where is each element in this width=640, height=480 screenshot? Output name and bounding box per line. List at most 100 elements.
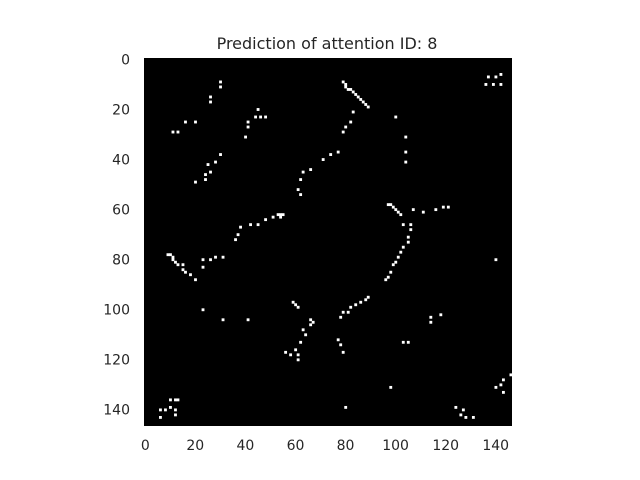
heatmap-cell xyxy=(209,258,212,262)
heatmap-cell xyxy=(201,265,205,269)
heatmap-cell xyxy=(169,405,172,409)
heatmap-cell xyxy=(174,398,177,402)
heatmap-cell xyxy=(166,253,170,257)
heatmap-cell xyxy=(214,160,217,164)
heatmap-cell xyxy=(409,223,413,227)
heatmap-cell xyxy=(341,80,345,84)
heatmap-cell xyxy=(344,83,348,86)
heatmap-cell xyxy=(359,98,363,101)
heatmap-cell xyxy=(486,75,490,79)
heatmap-cell xyxy=(294,348,298,352)
heatmap-cell xyxy=(246,120,250,124)
heatmap-cell xyxy=(234,238,237,242)
heatmap-cell xyxy=(404,150,408,154)
heatmap-cell xyxy=(399,213,403,217)
heatmap-cell xyxy=(159,408,162,412)
heatmap-cell xyxy=(391,205,395,209)
y-tick-label: 140 xyxy=(103,403,130,419)
heatmap-cell xyxy=(509,373,513,377)
heatmap-cell xyxy=(221,318,225,322)
heatmap-cell xyxy=(439,313,443,317)
heatmap-cell xyxy=(169,398,172,402)
heatmap-cell xyxy=(461,408,465,412)
x-tick-label: 120 xyxy=(432,438,459,454)
heatmap-cell xyxy=(174,413,177,417)
heatmap-cell xyxy=(204,173,207,177)
heatmap-cell xyxy=(299,193,303,197)
heatmap-cell xyxy=(364,298,368,302)
heatmap-cell xyxy=(194,180,197,184)
x-tick-label: 40 xyxy=(236,438,254,454)
heatmap-cell xyxy=(366,295,370,299)
heatmap-cell xyxy=(421,210,425,214)
heatmap-cell xyxy=(321,158,325,161)
heatmap-cell xyxy=(296,358,300,362)
heatmap-cell xyxy=(209,95,212,99)
heatmap-cell xyxy=(366,105,370,109)
heatmap-cell xyxy=(336,150,340,154)
heatmap-cell xyxy=(194,278,197,282)
y-axis-ticks: 0 20 40 60 80 100 120 140 xyxy=(103,52,130,418)
heatmap-cell xyxy=(344,85,348,89)
heatmap-cell xyxy=(351,90,355,94)
heatmap-cell xyxy=(296,305,300,309)
heatmap-cell xyxy=(389,385,393,389)
heatmap-cell xyxy=(494,258,498,262)
heatmap-cell xyxy=(296,353,300,357)
heatmap-cell xyxy=(249,223,252,227)
heatmap-canvas xyxy=(144,58,512,426)
x-tick-label: 140 xyxy=(482,438,509,454)
heatmap-cell xyxy=(499,83,503,86)
heatmap-cell xyxy=(174,408,177,412)
heatmap-cell xyxy=(501,378,505,382)
heatmap-cell xyxy=(459,413,463,417)
heatmap-cell xyxy=(289,353,293,357)
heatmap-cell xyxy=(281,213,285,217)
heatmap-cell xyxy=(299,178,303,182)
heatmap-cell xyxy=(301,170,305,174)
heatmap-cell xyxy=(356,95,360,99)
y-tick-label: 20 xyxy=(112,102,130,118)
heatmap-cell xyxy=(349,305,353,309)
heatmap-cell xyxy=(406,340,410,344)
heatmap-cell xyxy=(209,100,212,104)
heatmap-cell xyxy=(214,255,217,259)
heatmap-cell xyxy=(409,228,413,232)
heatmap-cell xyxy=(446,205,450,209)
heatmap-cell xyxy=(386,203,390,207)
heatmap-cell xyxy=(294,303,298,307)
heatmap-cell xyxy=(244,135,247,139)
heatmap-cell xyxy=(221,255,225,259)
heatmap-cell xyxy=(239,225,242,229)
heatmap-cell xyxy=(386,275,390,279)
heatmap-cell xyxy=(406,240,410,244)
x-tick-label: 20 xyxy=(186,438,204,454)
heatmap-cell xyxy=(309,318,313,322)
heatmap-cell xyxy=(429,315,433,319)
heatmap-cell xyxy=(209,170,212,174)
heatmap-cell xyxy=(354,93,358,96)
heatmap-cell xyxy=(339,315,343,319)
heatmap-cell xyxy=(344,405,348,409)
x-tick-label: 100 xyxy=(382,438,409,454)
heatmap-cell xyxy=(184,120,187,124)
heatmap-cell xyxy=(499,383,503,387)
heatmap-cell xyxy=(201,258,205,262)
heatmap-cell xyxy=(389,203,393,207)
heatmap-cell xyxy=(411,208,415,212)
heatmap-cell xyxy=(219,153,222,156)
heatmap-cell xyxy=(236,233,240,237)
heatmap-cell xyxy=(471,415,475,419)
heatmap-cell xyxy=(401,223,405,227)
heatmap-cell xyxy=(429,320,433,324)
heatmap-cell xyxy=(349,88,353,91)
x-axis-ticks: 0 20 40 60 80 100 120 140 xyxy=(141,438,509,454)
heatmap-cell xyxy=(171,258,175,262)
heatmap-cell xyxy=(361,100,365,104)
heatmap-cell xyxy=(401,245,405,249)
heatmap-cell xyxy=(254,115,257,119)
heatmap-cell xyxy=(176,130,180,134)
heatmap-cell xyxy=(401,340,405,344)
heatmap-cell xyxy=(406,235,410,239)
